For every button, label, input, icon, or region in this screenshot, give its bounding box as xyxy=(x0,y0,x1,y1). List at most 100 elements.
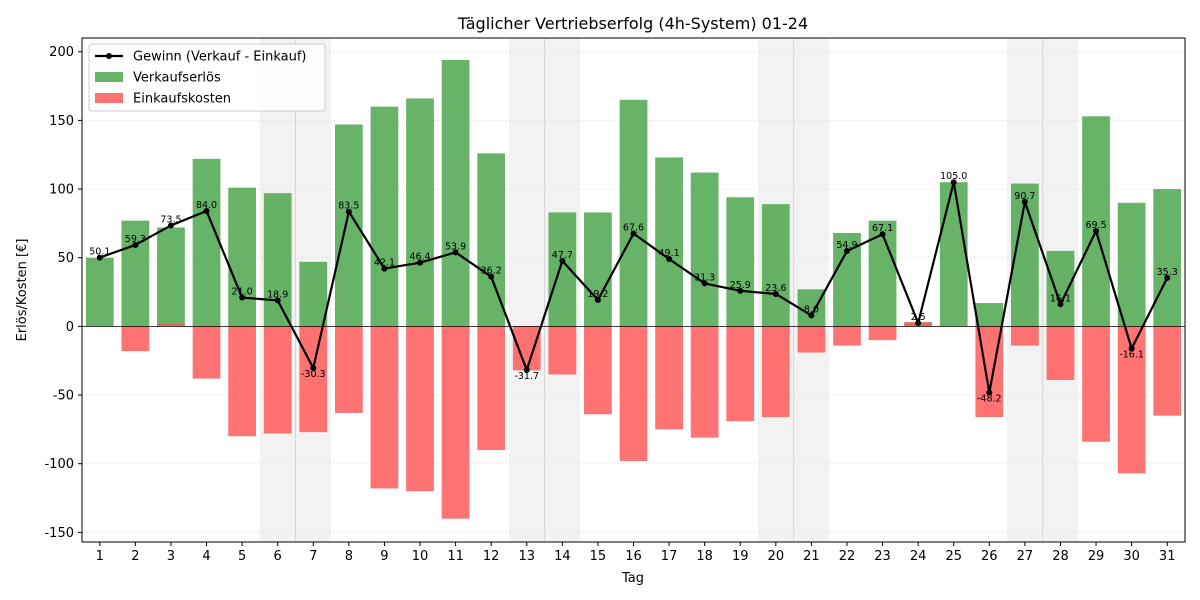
profit-data-label: 2.5 xyxy=(911,312,926,323)
revenue-bar xyxy=(228,187,256,327)
profit-point xyxy=(737,287,744,294)
profit-data-label: 83.5 xyxy=(338,201,359,212)
cost-bar xyxy=(584,326,612,415)
x-tick-label: 7 xyxy=(309,549,317,564)
profit-data-label: -16.1 xyxy=(1119,350,1144,361)
x-tick-label: 18 xyxy=(696,549,713,564)
profit-data-label: 47.7 xyxy=(552,250,573,261)
profit-point xyxy=(879,231,886,238)
cost-bar xyxy=(334,326,363,413)
revenue-bar xyxy=(85,257,114,327)
legend-label: Einkaufskosten xyxy=(133,92,231,107)
revenue-bar xyxy=(1117,202,1146,327)
profit-data-label: 59.3 xyxy=(125,234,146,245)
revenue-bar xyxy=(299,261,328,327)
profit-point xyxy=(986,389,993,396)
x-tick-label: 30 xyxy=(1123,549,1140,564)
revenue-bar xyxy=(370,106,399,327)
profit-point xyxy=(274,297,281,304)
cost-bar xyxy=(477,326,506,450)
revenue-bar xyxy=(263,193,292,327)
revenue-bar xyxy=(192,158,221,327)
profit-point xyxy=(950,179,957,186)
x-tick-label: 1 xyxy=(96,549,104,564)
cost-bar xyxy=(1082,326,1110,442)
profit-data-label: 21.0 xyxy=(232,287,253,298)
cost-bar xyxy=(157,323,185,327)
x-tick-label: 14 xyxy=(554,549,571,564)
x-tick-label: 4 xyxy=(202,549,210,564)
x-tick-label: 15 xyxy=(590,549,607,564)
profit-data-label: 54.9 xyxy=(836,240,857,251)
legend-bar-swatch xyxy=(95,93,123,103)
profit-point xyxy=(310,365,317,372)
weekend-shade xyxy=(508,38,545,542)
cost-bar xyxy=(655,326,683,430)
cost-bar xyxy=(121,326,150,352)
profit-point xyxy=(915,319,922,326)
profit-point xyxy=(96,254,103,261)
cost-bar xyxy=(1011,326,1039,346)
profit-data-label: 18.9 xyxy=(267,289,288,300)
revenue-bar xyxy=(477,153,506,327)
profit-data-label: 23.6 xyxy=(765,283,786,294)
profit-point xyxy=(452,249,459,256)
cost-bar xyxy=(833,326,861,346)
cost-bar xyxy=(192,326,221,379)
x-tick-label: 31 xyxy=(1159,549,1176,564)
revenue-bar xyxy=(1153,189,1182,327)
profit-point xyxy=(523,366,530,373)
cost-bar xyxy=(263,326,292,434)
x-tick-label: 6 xyxy=(274,549,282,564)
revenue-bar xyxy=(690,172,719,327)
profit-point xyxy=(808,312,815,319)
y-tick-label: -100 xyxy=(44,457,74,472)
x-tick-label: 2 xyxy=(131,549,139,564)
revenue-bar xyxy=(797,289,826,327)
y-tick-label: 50 xyxy=(57,251,74,266)
profit-data-label: 19.2 xyxy=(587,289,608,300)
profit-data-label: 25.9 xyxy=(730,280,751,291)
profit-point xyxy=(345,208,352,215)
profit-point xyxy=(488,273,495,280)
revenue-bar xyxy=(548,212,577,327)
profit-data-label: 50.1 xyxy=(89,247,110,258)
cost-bar xyxy=(619,326,648,461)
x-tick-label: 26 xyxy=(981,549,998,564)
revenue-bar xyxy=(406,98,434,327)
profit-data-label: 67.1 xyxy=(872,223,893,234)
x-tick-label: 12 xyxy=(483,549,500,564)
x-tick-label: 29 xyxy=(1088,549,1105,564)
revenue-bar xyxy=(121,220,150,327)
profit-point xyxy=(203,208,210,215)
profit-point xyxy=(239,294,246,301)
profit-data-label: -31.7 xyxy=(514,371,539,382)
profit-point xyxy=(701,280,708,287)
cost-bar xyxy=(548,326,577,375)
profit-data-label: 67.6 xyxy=(623,223,644,234)
cost-bar xyxy=(690,326,719,438)
y-tick-label: 150 xyxy=(49,114,74,129)
profit-point xyxy=(381,265,388,272)
legend: Gewinn (Verkauf - Einkauf) Verkaufserlös E… xyxy=(88,43,326,112)
profit-point xyxy=(594,297,601,304)
profit-data-label: 49.1 xyxy=(659,248,680,259)
y-tick-label: -150 xyxy=(44,526,74,541)
legend-label: Gewinn (Verkauf - Einkauf) xyxy=(133,50,306,65)
profit-data-label: 90.7 xyxy=(1014,191,1035,202)
cost-bar xyxy=(1046,326,1075,380)
x-tick-label: 10 xyxy=(412,549,429,564)
cost-bar xyxy=(761,326,790,418)
cost-bar xyxy=(1153,326,1182,416)
x-tick-label: 23 xyxy=(874,549,891,564)
profit-point xyxy=(1021,198,1028,205)
profit-point xyxy=(417,259,424,266)
profit-point xyxy=(167,222,174,229)
revenue-bar xyxy=(1082,116,1110,327)
x-tick-label: 13 xyxy=(518,549,535,564)
x-tick-label: 20 xyxy=(768,549,785,564)
y-axis-title: Erlös/Kosten [€] xyxy=(15,239,30,342)
x-tick-label: 3 xyxy=(167,549,175,564)
y-tick-label: 100 xyxy=(49,183,74,198)
